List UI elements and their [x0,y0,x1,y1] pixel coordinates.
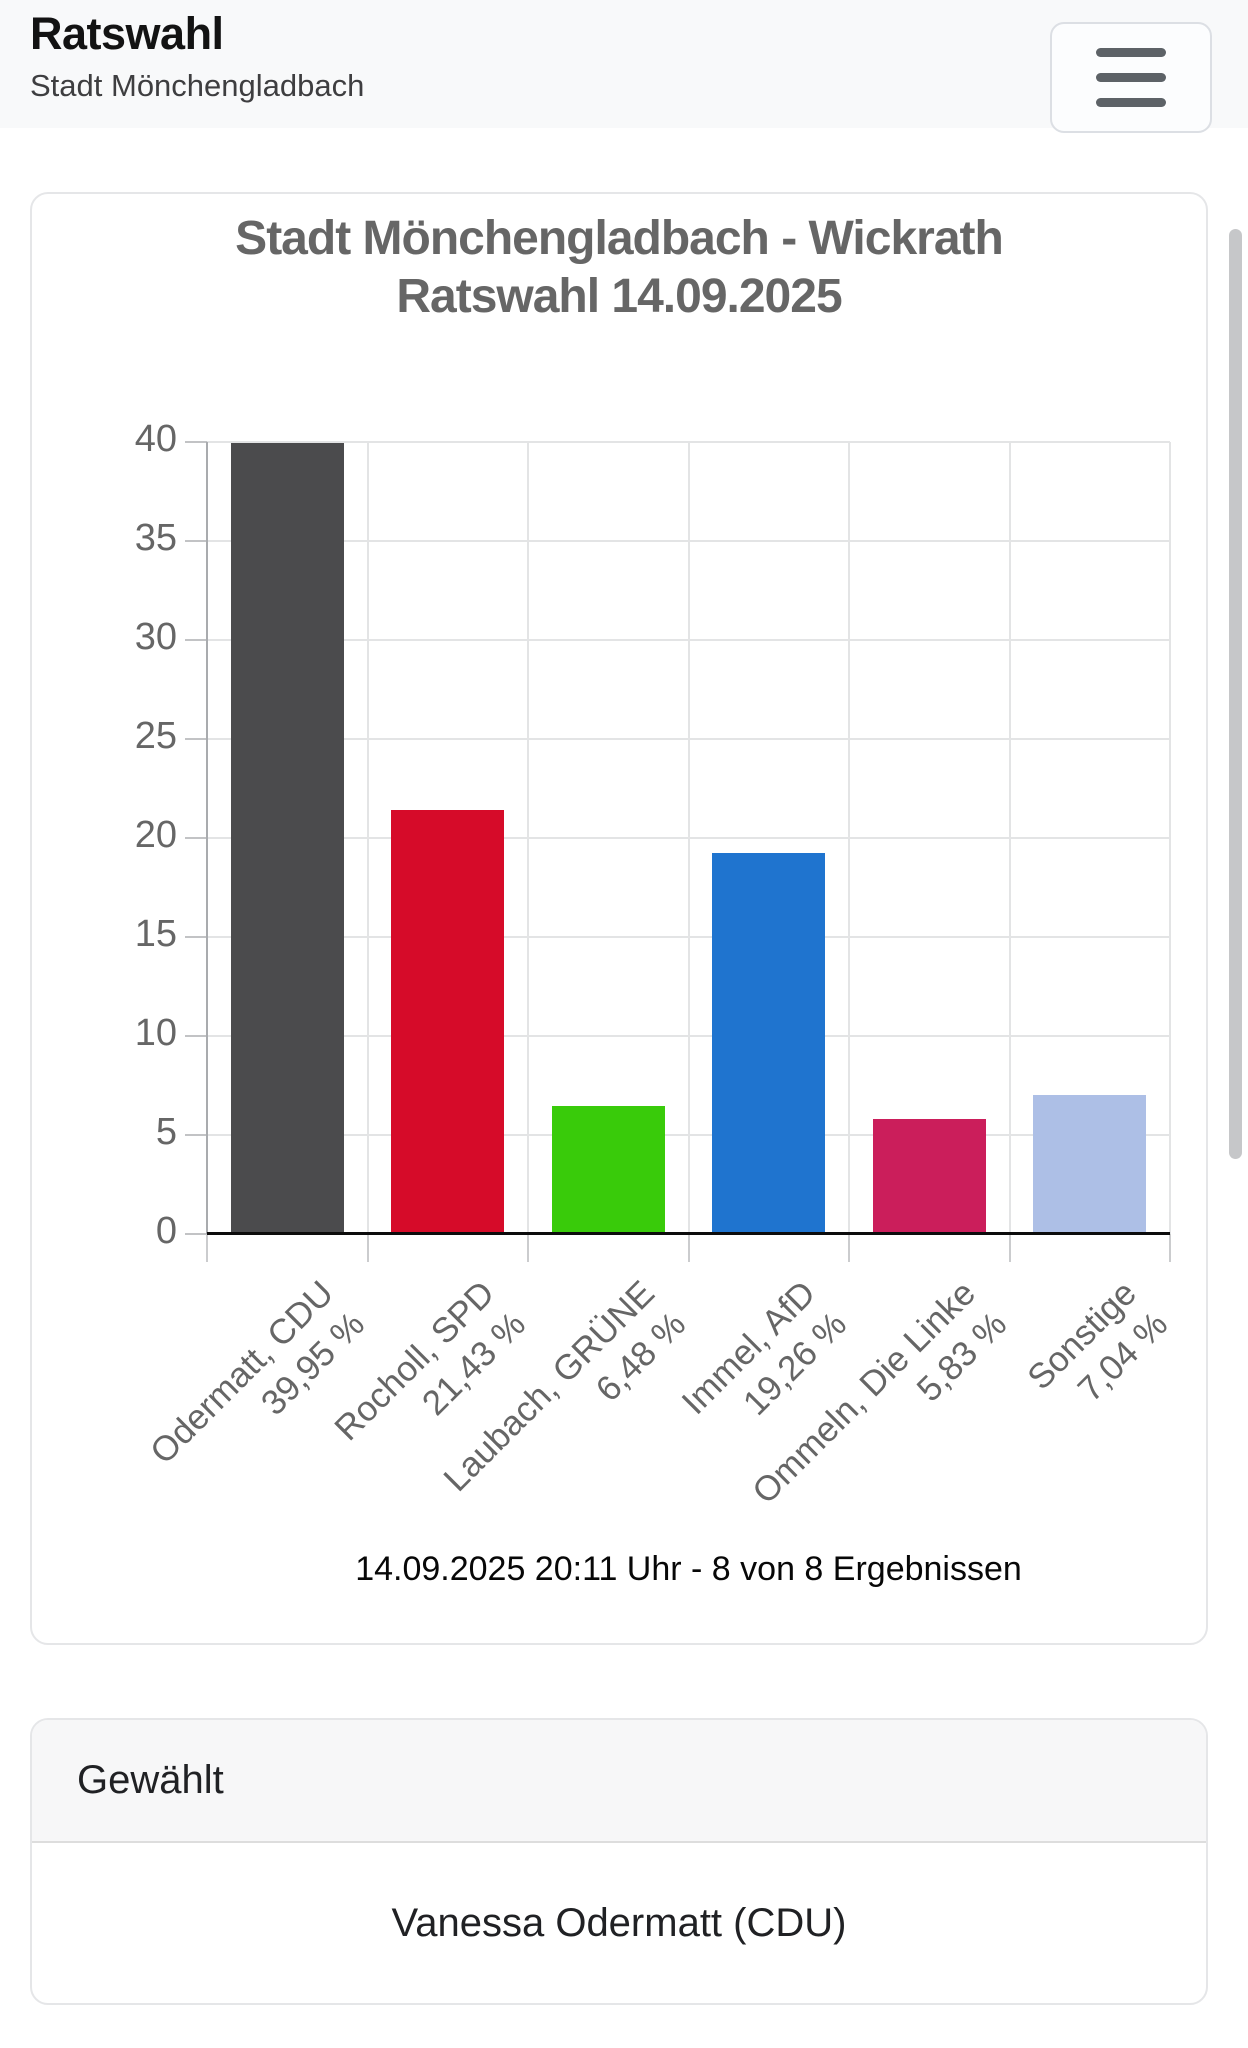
x-gridline [527,442,529,1234]
x-axis-tick [1008,1234,1011,1262]
y-axis-tick [185,936,207,938]
elected-card-title: Gewählt [77,1758,224,1802]
y-axis-tick-label: 35 [134,517,177,559]
x-axis-tick [1169,1234,1171,1262]
y-axis-tick [185,837,207,839]
x-axis-tick [687,1234,690,1262]
hamburger-bar [1096,73,1166,82]
y-axis-line [206,442,208,1234]
hamburger-bar [1096,48,1166,57]
elected-card-header: Gewählt [32,1720,1206,1843]
chart-card: Stadt Mönchengladbach - Wickrath Ratswah… [30,192,1208,1645]
app-title: Ratswahl [30,8,224,59]
app-header: Ratswahl Stadt Mönchengladbach [0,0,1248,133]
x-gridline [1008,442,1011,1234]
x-gridline [687,442,690,1234]
y-axis-tick-label: 0 [155,1210,177,1252]
y-axis-tick-label: 5 [155,1111,177,1153]
bar-chart: 0 5 10 15 20 25 30 35 40 Odermatt, CDU 39,95 % Roch… [32,194,1206,1643]
x-axis-tick [527,1234,529,1262]
chart-title: Stadt Mönchengladbach - Wickrath Ratswah… [32,210,1206,325]
hamburger-bar [1096,98,1166,107]
scrollbar-thumb[interactable] [1229,229,1242,1159]
chart-footer: 14.09.2025 20:11 Uhr - 8 von 8 Ergebniss… [355,1550,1022,1588]
y-axis-tick [185,540,207,542]
bar-immel-afd[interactable] [712,852,826,1234]
y-axis-tick-label: 25 [134,715,177,757]
x-gridline [848,442,850,1234]
bar-odermatt-cdu[interactable] [230,442,344,1234]
y-axis-tick [185,1035,207,1037]
y-axis-tick [185,1134,207,1136]
bar-ommeln-die-linke[interactable] [872,1118,986,1234]
chart-title-line1: Stadt Mönchengladbach - Wickrath [235,212,1004,265]
y-axis-tick [185,639,207,641]
y-axis-tick-label: 40 [134,418,177,460]
hamburger-menu-icon [1096,48,1166,107]
elected-person: Vanessa Odermatt (CDU) [391,1900,847,1945]
x-axis-tick [206,1234,208,1262]
elected-card: Gewählt Vanessa Odermatt (CDU) [30,1718,1208,2005]
bar-sonstige[interactable] [1033,1094,1147,1234]
y-axis-tick-label: 15 [134,913,177,955]
chart-title-line2: Ratswahl 14.09.2025 [396,269,842,323]
elected-card-body: Vanessa Odermatt (CDU) [32,1843,1206,2003]
x-gridline [1169,442,1171,1234]
y-axis-tick [185,738,207,740]
bar-laubach-grüne[interactable] [551,1105,665,1234]
bar-rocholl-spd[interactable] [391,809,505,1234]
y-axis-tick [185,441,207,443]
y-axis-tick-label: 10 [134,1012,177,1054]
menu-button[interactable] [1050,22,1212,133]
app-subtitle: Stadt Mönchengladbach [30,68,365,103]
y-axis-tick-label: 30 [134,616,177,658]
x-axis-tick [848,1234,850,1262]
y-axis-tick [185,1233,207,1235]
y-axis-tick-label: 20 [134,814,177,856]
x-gridline [366,442,369,1234]
x-axis-line [207,1232,1170,1235]
x-axis-tick [366,1234,369,1262]
